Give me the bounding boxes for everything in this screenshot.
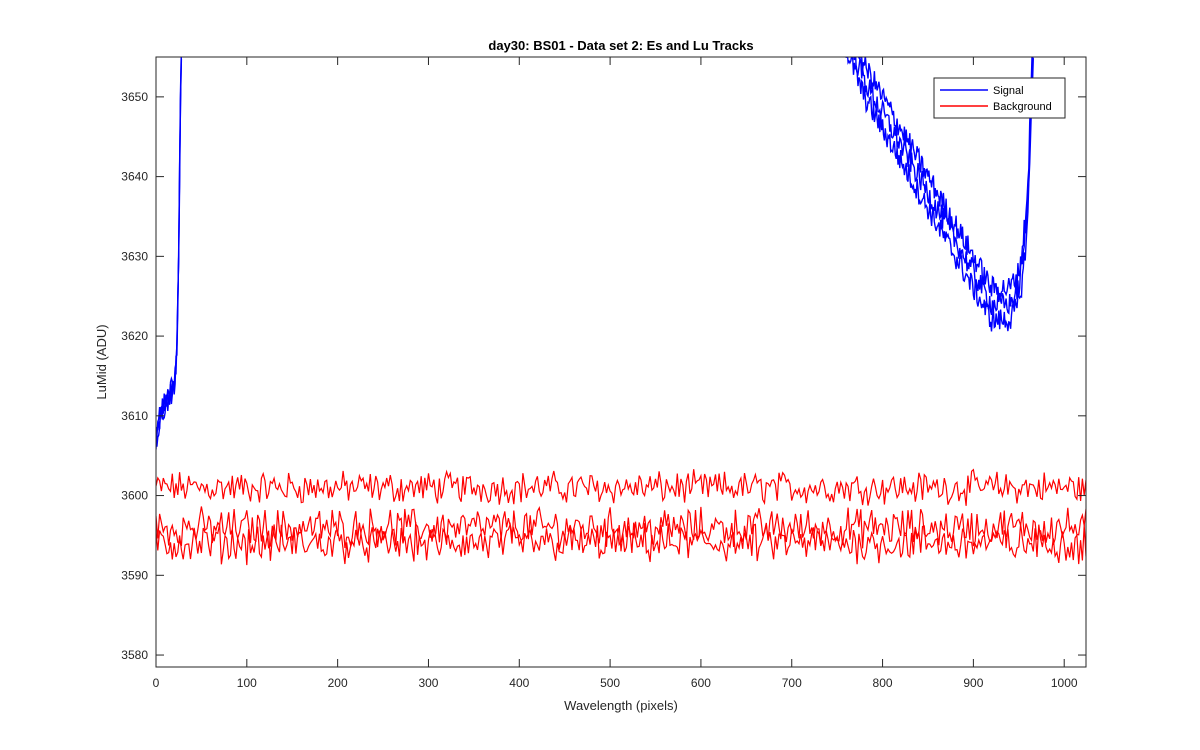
y-axis-label: LuMid (ADU) <box>94 324 109 399</box>
series-line-background-3 <box>156 521 1086 566</box>
y-tick-label: 3650 <box>121 90 148 104</box>
x-tick-label: 500 <box>600 676 620 690</box>
y-tick-label: 3590 <box>121 568 148 582</box>
x-tick-label: 100 <box>237 676 257 690</box>
x-tick-label: 400 <box>509 676 529 690</box>
x-tick-label: 300 <box>418 676 438 690</box>
y-axis: 3580 3590 3600 3610 3620 3630 3640 3650 <box>121 90 1086 662</box>
series-line-signal-1-0 <box>156 57 182 450</box>
series-line-signal-0-0 <box>156 58 183 447</box>
y-tick-label: 3580 <box>121 648 148 662</box>
y-tick-label: 3630 <box>121 249 148 263</box>
y-tick-label: 3610 <box>121 409 148 423</box>
x-tick-label: 200 <box>328 676 348 690</box>
series-line-background-2 <box>156 505 1086 550</box>
series-line-background-1 <box>156 468 1086 506</box>
x-axis-label: Wavelength (pixels) <box>564 698 678 713</box>
y-tick-label: 3640 <box>121 170 148 184</box>
series-line-signal-2-1 <box>858 57 1033 302</box>
chart-title: day30: BS01 - Data set 2: Es and Lu Trac… <box>488 38 753 53</box>
x-axis: 0 100 200 300 400 500 600 700 800 900 1000 <box>153 57 1078 690</box>
legend-box <box>933 77 1066 119</box>
legend-label-signal: Signal <box>993 85 1024 97</box>
x-tick-label: 700 <box>782 676 802 690</box>
series-line-signal-0-1 <box>845 57 1034 332</box>
series-layer <box>156 57 1086 566</box>
series-line-signal-2-0 <box>156 57 182 441</box>
x-tick-label: 1000 <box>1051 676 1078 690</box>
legend: Signal Background <box>933 77 1066 119</box>
x-tick-label: 600 <box>691 676 711 690</box>
x-tick-label: 900 <box>963 676 983 690</box>
y-tick-label: 3600 <box>121 489 148 503</box>
x-tick-label: 0 <box>153 676 160 690</box>
x-tick-label: 800 <box>873 676 893 690</box>
y-tick-label: 3620 <box>121 329 148 343</box>
series-line-signal-1-1 <box>850 57 1034 316</box>
axes-box <box>155 56 1087 668</box>
legend-label-background: Background <box>993 101 1052 113</box>
